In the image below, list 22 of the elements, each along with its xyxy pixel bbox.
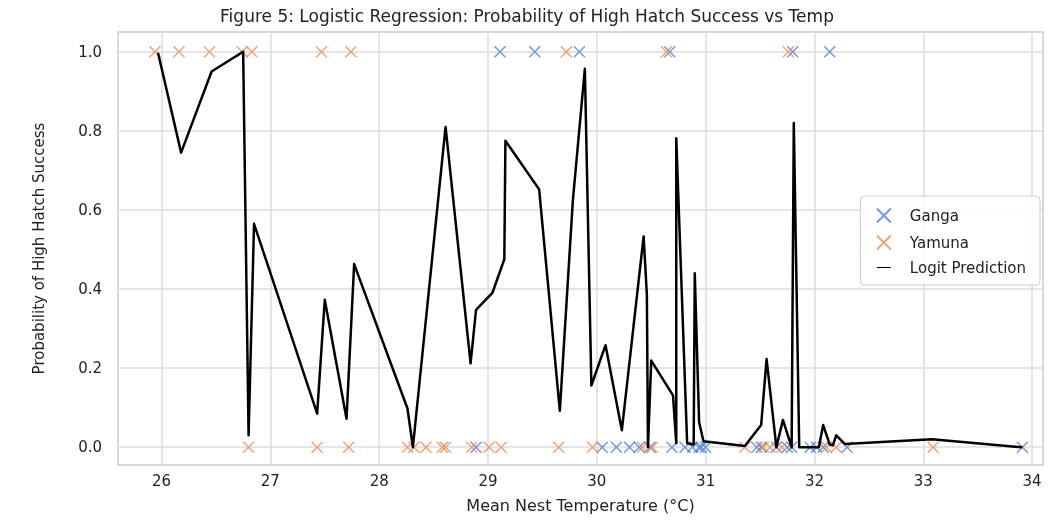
x-tick-label: 27	[260, 471, 280, 490]
x-tick-label: 29	[478, 471, 498, 490]
y-tick-label: 0.2	[78, 359, 102, 378]
x-tick-label: 28	[369, 471, 389, 490]
y-tick-label: 0.6	[78, 200, 102, 219]
y-tick-label: 0.8	[78, 121, 102, 140]
y-tick-label: 0.0	[78, 438, 102, 457]
x-axis-title: Mean Nest Temperature (°C)	[466, 495, 695, 515]
y-axis-title: Probability of High Hatch Success	[29, 122, 48, 375]
y-tick-label: 0.4	[78, 280, 102, 299]
x-tick-label: 33	[913, 471, 933, 490]
x-tick-label: 32	[804, 471, 825, 490]
x-tick-label: 34	[1022, 471, 1042, 490]
x-tick-label: 26	[151, 471, 172, 490]
y-tick-label: 1.0	[78, 42, 102, 61]
legend-label: Yamuna	[908, 233, 969, 252]
x-tick-label: 31	[696, 471, 716, 490]
line-series	[157, 50, 1023, 449]
legend-label: Logit Prediction	[909, 258, 1027, 277]
x-tick-label: 30	[587, 471, 607, 490]
chart-title: Figure 5: Logistic Regression: Probability of High Hatch Success vs Temp	[220, 5, 834, 26]
legend-label: Ganga	[909, 206, 959, 225]
